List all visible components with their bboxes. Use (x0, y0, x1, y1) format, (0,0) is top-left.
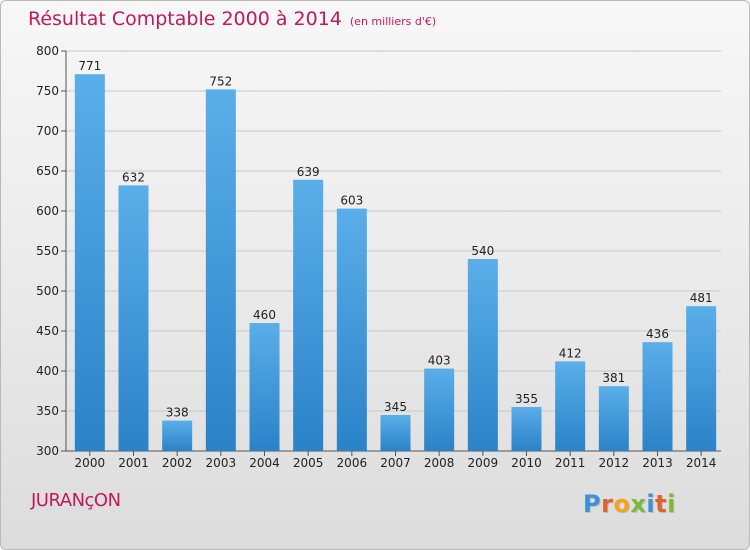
x-tick-label-2000: 2000 (75, 456, 106, 470)
x-tick-label-2012: 2012 (599, 456, 630, 470)
x-tick-label-2003: 2003 (206, 456, 237, 470)
bar-2004 (249, 323, 280, 451)
data-label-2008: 403 (428, 354, 451, 368)
data-label-2004: 460 (253, 308, 276, 322)
x-tick-label-2009: 2009 (468, 456, 499, 470)
logo-letter: x (630, 490, 647, 518)
data-label-2000: 771 (78, 59, 101, 73)
y-tick-label: 550 (36, 244, 59, 258)
commune-name: JURANçON (31, 490, 121, 511)
y-tick-label: 800 (36, 44, 59, 58)
x-tick-label-2006: 2006 (337, 456, 368, 470)
chart-title: Résultat Comptable 2000 à 2014 (en millie… (28, 8, 436, 30)
proxiti-logo: Proxiti (583, 490, 676, 518)
bar-2003 (205, 89, 236, 452)
bar-2008 (424, 368, 455, 451)
data-label-2012: 381 (602, 371, 625, 385)
x-tick-label-2014: 2014 (686, 456, 717, 470)
x-tick-label-2008: 2008 (424, 456, 455, 470)
logo-letter: o (613, 490, 631, 518)
data-label-2007: 345 (384, 400, 407, 414)
y-tick-label: 400 (36, 364, 59, 378)
logo-letter: P (583, 490, 602, 518)
data-label-2011: 412 (559, 346, 582, 360)
x-tick-label-2007: 2007 (380, 456, 411, 470)
bar-2014 (686, 306, 717, 451)
data-label-2006: 603 (340, 194, 363, 208)
bar-2013 (642, 342, 673, 451)
x-tick-label-2005: 2005 (293, 456, 324, 470)
x-tick-label-2010: 2010 (511, 456, 542, 470)
x-tick-label-2001: 2001 (118, 456, 149, 470)
bar-2009 (467, 259, 498, 451)
data-label-2014: 481 (690, 291, 713, 305)
y-tick-label: 700 (36, 124, 59, 138)
bar-2007 (380, 415, 411, 451)
data-label-2005: 639 (297, 165, 320, 179)
y-tick-label: 300 (36, 444, 59, 458)
bar-2012 (598, 386, 629, 451)
logo-letter: r (601, 490, 614, 518)
bar-2002 (162, 420, 193, 451)
bars: 771 632 338 752 460 639 603 345 403 540 355 412 381 4… (74, 59, 717, 452)
y-tick-label: 500 (36, 284, 59, 298)
data-label-2010: 355 (515, 392, 538, 406)
x-tick-label-2004: 2004 (249, 456, 280, 470)
bar-2005 (293, 179, 324, 452)
data-label-2009: 540 (471, 244, 494, 258)
y-tick-label: 600 (36, 204, 59, 218)
y-tick-label: 450 (36, 324, 59, 338)
logo-letter: i (646, 490, 656, 518)
data-label-2013: 436 (646, 327, 669, 341)
data-label-2002: 338 (166, 406, 189, 420)
y-tick-label: 350 (36, 404, 59, 418)
logo-letter: i (667, 490, 676, 518)
bar-2001 (118, 185, 149, 451)
chart-subtitle: (en milliers d'€) (349, 15, 437, 28)
logo-letter: t (655, 490, 668, 518)
data-label-2003: 752 (209, 74, 232, 88)
bar-2000 (74, 74, 105, 451)
x-tick-label-2013: 2013 (642, 456, 673, 470)
bar-2006 (336, 208, 367, 451)
title-text: Résultat Comptable 2000 à 2014 (28, 8, 342, 30)
bar-2010 (511, 407, 542, 451)
x-tick-label-2002: 2002 (162, 456, 193, 470)
data-label-2001: 632 (122, 170, 145, 184)
bar-2011 (555, 361, 586, 451)
y-tick-label: 650 (36, 164, 59, 178)
x-tick-label-2011: 2011 (555, 456, 586, 470)
y-tick-label: 750 (36, 84, 59, 98)
